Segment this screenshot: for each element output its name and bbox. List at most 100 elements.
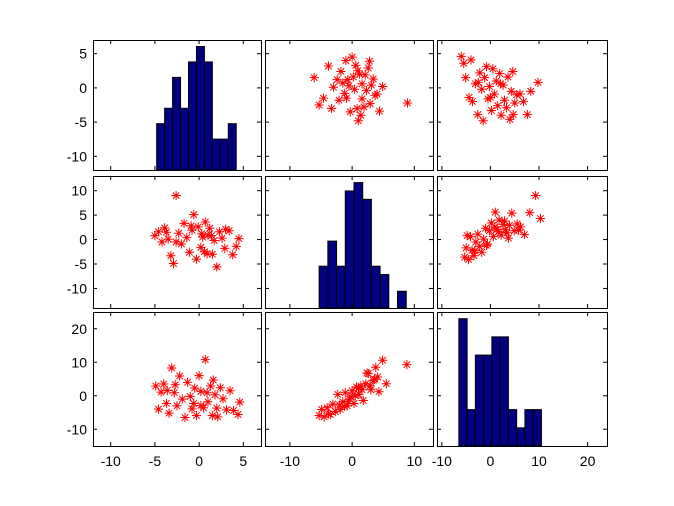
histogram-bar (491, 336, 501, 447)
scatter-point (365, 99, 375, 109)
asterisk-marker (164, 408, 174, 418)
asterisk-marker (174, 228, 184, 238)
asterisk-marker (508, 66, 518, 77)
scatter-point (496, 110, 506, 120)
histogram-bar (499, 336, 509, 447)
asterisk-marker (166, 251, 176, 261)
asterisk-marker (319, 412, 329, 422)
scatter-point (196, 242, 206, 252)
asterisk-marker (309, 73, 319, 83)
asterisk-marker (159, 379, 169, 389)
asterisk-marker (366, 385, 376, 395)
scatter-point (343, 75, 353, 85)
scatter-point (466, 55, 476, 65)
panel-r0-c1 (265, 40, 434, 171)
asterisk-marker (213, 412, 223, 422)
scatter-point (224, 226, 234, 236)
asterisk-marker (473, 109, 483, 120)
asterisk-marker (196, 386, 206, 396)
asterisk-marker (381, 379, 391, 389)
scatter-point (323, 61, 334, 71)
scatter-point (186, 221, 196, 231)
asterisk-marker (486, 218, 496, 228)
asterisk-marker (187, 225, 197, 235)
asterisk-marker (357, 79, 367, 89)
scatter-point (359, 102, 369, 112)
scatter-point (381, 379, 391, 389)
scatter-point (197, 229, 207, 239)
asterisk-marker (328, 399, 338, 409)
scatter-point (464, 92, 474, 103)
scatter-point (182, 233, 192, 243)
scatter-point (161, 227, 171, 237)
scatter-point (475, 68, 485, 78)
scatter-point (360, 70, 370, 80)
scatter-point (180, 412, 190, 423)
scatter-point (203, 397, 213, 407)
scatter-point (334, 95, 344, 105)
asterisk-marker (193, 222, 203, 232)
scatter-point (485, 92, 496, 103)
scatter-point (196, 400, 206, 411)
asterisk-marker (157, 237, 167, 247)
scatter-point (467, 96, 478, 107)
asterisk-marker (514, 225, 524, 235)
asterisk-marker (231, 241, 241, 251)
scatter-point (215, 383, 225, 393)
scatter-point (460, 252, 470, 262)
scatter-point (490, 222, 500, 232)
panel-r1-c1 (265, 176, 434, 309)
scatter-point (332, 75, 342, 85)
asterisk-marker (467, 96, 478, 107)
scatter-point (200, 354, 210, 365)
scatter-point (518, 96, 529, 107)
scatter-point (357, 94, 367, 104)
asterisk-marker (499, 216, 510, 226)
asterisk-marker (491, 76, 501, 86)
asterisk-marker (353, 383, 363, 393)
asterisk-marker (502, 228, 512, 238)
asterisk-marker (318, 93, 329, 103)
asterisk-marker (328, 82, 339, 92)
asterisk-marker (196, 400, 206, 411)
asterisk-marker (461, 243, 471, 253)
asterisk-marker (512, 90, 522, 100)
asterisk-marker (191, 410, 202, 421)
scatter-point (314, 100, 324, 110)
scatter-point (340, 88, 350, 98)
asterisk-marker (470, 246, 480, 256)
scatter-point (335, 404, 345, 415)
asterisk-marker (161, 227, 171, 237)
asterisk-marker (347, 52, 357, 62)
x-tick-label: -10 (432, 453, 452, 469)
scatter-point (493, 227, 503, 237)
asterisk-marker (500, 225, 510, 235)
scatter-point (171, 190, 181, 201)
scatter-point (336, 66, 346, 77)
asterisk-marker (235, 397, 245, 407)
scatter-point (199, 247, 210, 257)
scatter-point (362, 368, 372, 378)
scatter-point (191, 410, 202, 421)
asterisk-marker (479, 234, 489, 244)
scatter-point (350, 391, 360, 401)
asterisk-marker (151, 381, 161, 391)
asterisk-marker (171, 190, 181, 201)
histogram-bar (203, 61, 213, 171)
asterisk-marker (170, 380, 180, 390)
asterisk-marker (160, 223, 170, 233)
asterisk-marker (515, 89, 525, 99)
scatter-point (470, 246, 480, 256)
scatter-point (510, 98, 520, 108)
scatter-point (322, 403, 332, 413)
asterisk-marker (473, 77, 483, 88)
asterisk-marker (342, 401, 352, 411)
scatter-point (481, 62, 492, 72)
asterisk-marker (489, 89, 499, 99)
scatter-point (196, 386, 206, 396)
scatter-point (502, 228, 512, 238)
asterisk-marker (344, 81, 354, 91)
scatter-point (206, 381, 216, 391)
asterisk-marker (350, 84, 360, 94)
asterisk-marker (461, 73, 471, 83)
